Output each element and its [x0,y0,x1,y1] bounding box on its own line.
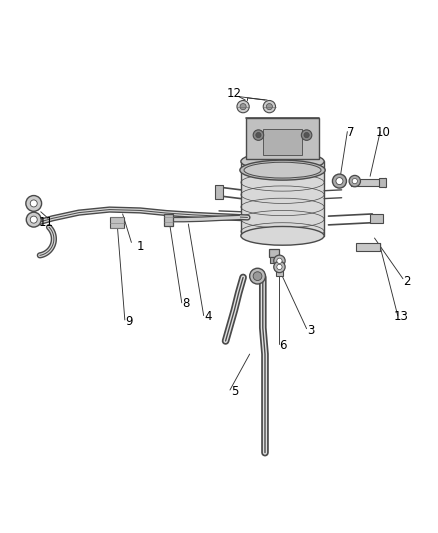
Circle shape [253,272,262,280]
FancyBboxPatch shape [263,128,302,155]
FancyBboxPatch shape [215,185,223,199]
Circle shape [253,130,264,140]
Circle shape [277,258,282,263]
Ellipse shape [241,227,324,245]
FancyBboxPatch shape [246,118,319,159]
Circle shape [30,216,37,223]
Text: 10: 10 [376,126,391,140]
Circle shape [26,212,41,227]
Text: 9: 9 [125,315,133,328]
Text: 13: 13 [393,310,408,324]
Text: 5: 5 [231,385,238,398]
Circle shape [240,103,246,110]
Ellipse shape [240,160,325,180]
FancyBboxPatch shape [276,270,283,276]
FancyBboxPatch shape [110,217,124,228]
Circle shape [250,268,265,284]
Text: 1: 1 [136,240,144,253]
FancyBboxPatch shape [351,179,380,186]
Circle shape [263,101,276,113]
FancyBboxPatch shape [370,214,383,223]
Text: 7: 7 [346,126,354,140]
FancyBboxPatch shape [270,257,278,263]
Circle shape [349,175,360,187]
Circle shape [304,133,309,138]
Text: 2: 2 [403,276,411,288]
Text: 6: 6 [279,339,286,352]
Ellipse shape [244,162,321,178]
Ellipse shape [241,152,324,171]
Circle shape [256,133,261,138]
Circle shape [237,101,249,113]
Text: 12: 12 [227,87,242,100]
Circle shape [277,264,282,270]
Circle shape [30,200,37,207]
Text: 3: 3 [307,324,314,336]
FancyBboxPatch shape [379,177,386,187]
Text: 8: 8 [183,297,190,310]
Circle shape [336,177,343,184]
Circle shape [274,261,285,273]
Circle shape [352,179,357,184]
Text: 4: 4 [204,310,212,324]
Circle shape [332,174,346,188]
FancyBboxPatch shape [269,249,279,257]
Text: 11: 11 [39,216,53,229]
FancyBboxPatch shape [356,243,380,251]
FancyBboxPatch shape [164,214,173,226]
FancyBboxPatch shape [241,161,324,236]
Circle shape [301,130,312,140]
Circle shape [26,196,42,211]
Circle shape [266,103,272,110]
Circle shape [274,255,285,266]
